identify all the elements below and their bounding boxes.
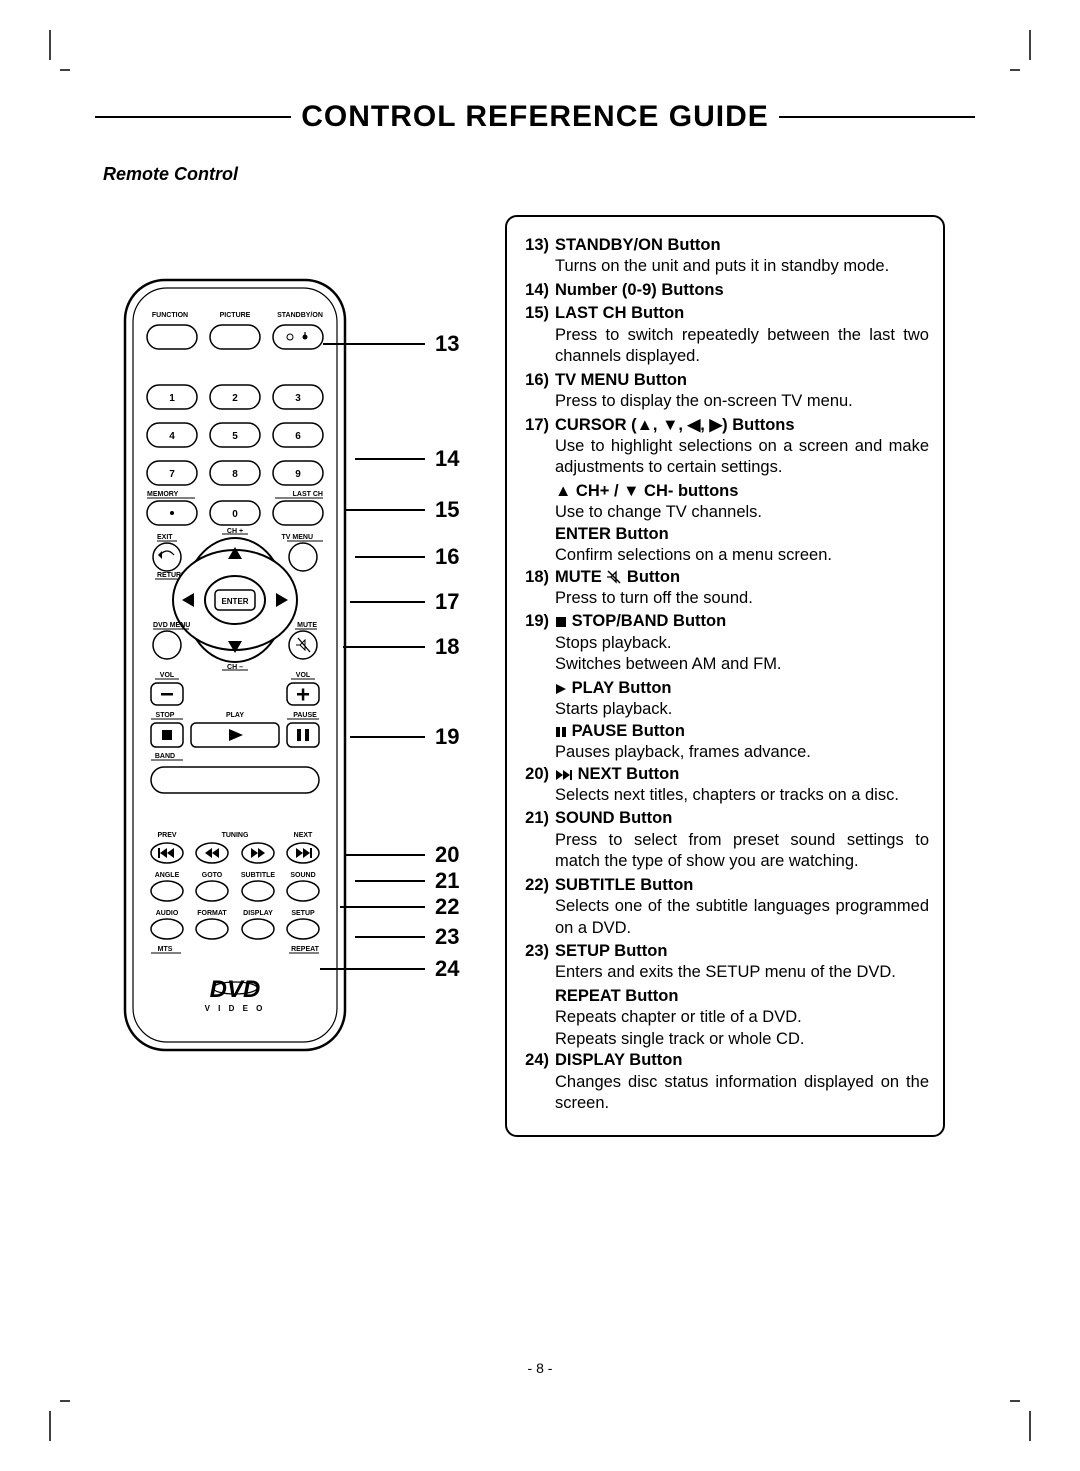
svg-text:STOP: STOP [156,712,175,719]
svg-text:7: 7 [169,469,175,480]
desc-entry: 13)STANDBY/ON ButtonTurns on the unit an… [521,235,929,278]
svg-text:PAUSE: PAUSE [293,712,317,719]
desc-sub-entry: REPEAT ButtonRepeats chapter or title of… [555,986,929,1050]
svg-text:VOL: VOL [296,672,311,679]
desc-sub-entry: ▲ CH+ / ▼ CH- buttonsUse to change TV ch… [555,481,929,524]
svg-text:AUDIO: AUDIO [156,910,179,917]
svg-text:V I D E O: V I D E O [205,1004,266,1013]
desc-entry: 20) NEXT ButtonSelects next titles, chap… [521,764,929,807]
svg-text:MUTE: MUTE [297,622,317,629]
title-bar: CONTROL REFERENCE GUIDE [95,100,975,134]
svg-text:LAST CH: LAST CH [293,491,323,498]
svg-text:DVD: DVD [210,976,261,1003]
svg-text:NEXT: NEXT [294,832,313,839]
crop-mark-br [1010,1381,1070,1441]
desc-entry: 24)DISPLAY ButtonChanges disc status inf… [521,1050,929,1114]
desc-sub-entry: PLAY ButtonStarts playback. [555,678,929,721]
svg-text:2: 2 [232,393,238,404]
desc-entry: 19) STOP/BAND ButtonStops playback.Switc… [521,611,929,675]
svg-text:8: 8 [232,469,238,480]
svg-text:PREV: PREV [157,832,176,839]
desc-entry: 16)TV MENU ButtonPress to display the on… [521,370,929,413]
desc-sub-entry: PAUSE ButtonPauses playback, frames adva… [555,721,929,764]
desc-entry: 22)SUBTITLE ButtonSelects one of the sub… [521,875,929,939]
svg-text:BAND: BAND [155,753,175,760]
crop-mark-bl [10,1381,70,1441]
descriptions-panel: 13)STANDBY/ON ButtonTurns on the unit an… [505,215,945,1137]
page-number: - 8 - [0,1360,1080,1376]
svg-text:SUBTITLE: SUBTITLE [241,872,276,879]
svg-text:5: 5 [232,431,238,442]
svg-text:6: 6 [295,431,301,442]
page-title: CONTROL REFERENCE GUIDE [291,100,778,134]
svg-text:TV MENU: TV MENU [282,534,314,541]
crop-mark-tr [1010,30,1070,90]
svg-text:STANDBY/ON: STANDBY/ON [277,312,323,319]
svg-text:4: 4 [169,431,175,442]
svg-text:FORMAT: FORMAT [197,910,227,917]
svg-text:EXIT: EXIT [157,534,173,541]
svg-text:SETUP: SETUP [291,910,315,917]
desc-entry: 14)Number (0-9) Buttons [521,280,929,301]
page-subtitle: Remote Control [103,164,975,185]
svg-text:0: 0 [232,509,238,520]
svg-text:ENTER: ENTER [221,597,248,606]
svg-text:GOTO: GOTO [202,872,223,879]
remote-diagram: FUNCTION PICTURE STANDBY/ON 1 2 3 [95,215,485,1137]
desc-entry: 17)CURSOR (▲, ▼, ◀, ▶) ButtonsUse to hig… [521,415,929,479]
svg-text:1: 1 [169,393,175,404]
svg-text:REPEAT: REPEAT [291,946,320,953]
svg-text:3: 3 [295,393,301,404]
svg-text:SOUND: SOUND [290,872,315,879]
svg-text:MTS: MTS [158,946,173,953]
desc-entry: 18)MUTE ButtonPress to turn off the soun… [521,567,929,610]
desc-entry: 23)SETUP ButtonEnters and exits the SETU… [521,941,929,984]
remote-svg: FUNCTION PICTURE STANDBY/ON 1 2 3 [95,275,375,1055]
svg-text:PICTURE: PICTURE [220,312,251,319]
svg-text:MEMORY: MEMORY [147,491,179,498]
svg-text:TUNING: TUNING [222,832,249,839]
svg-text:PLAY: PLAY [226,712,244,719]
svg-text:FUNCTION: FUNCTION [152,312,188,319]
svg-text:DISPLAY: DISPLAY [243,910,273,917]
svg-text:VOL: VOL [160,672,175,679]
desc-entry: 15)LAST CH ButtonPress to switch repeate… [521,303,929,367]
crop-mark-tl [10,30,70,90]
svg-text:9: 9 [295,469,301,480]
svg-text:DVD MENU: DVD MENU [153,622,190,629]
desc-sub-entry: ENTER ButtonConfirm selections on a menu… [555,524,929,567]
desc-entry: 21)SOUND ButtonPress to select from pres… [521,808,929,872]
svg-text:ANGLE: ANGLE [155,872,180,879]
